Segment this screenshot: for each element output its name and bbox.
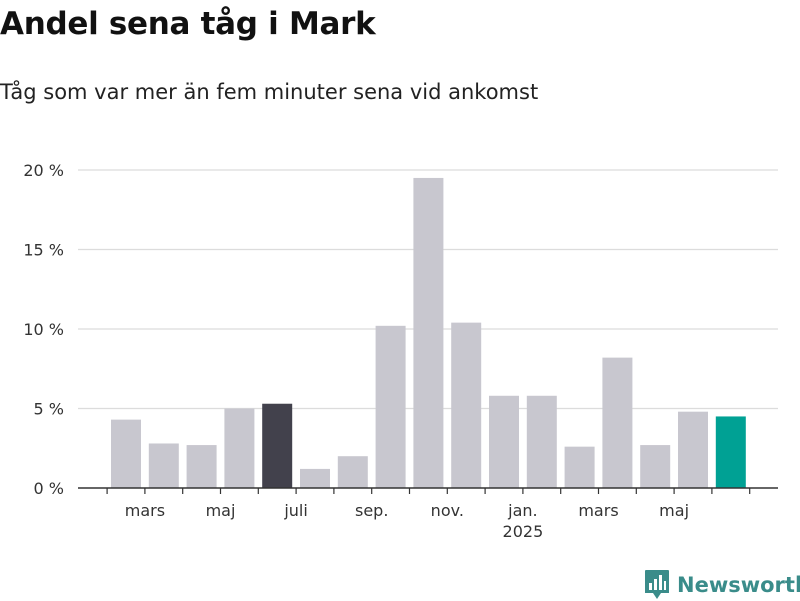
bar-2025-05 — [678, 411, 708, 488]
x-tick-label: juli — [283, 501, 307, 520]
x-tick-label: jan. — [507, 501, 537, 520]
bar-2024-07 — [300, 468, 330, 488]
y-tick-label: 10 % — [23, 320, 64, 339]
y-tick-label: 5 % — [34, 400, 64, 419]
bars — [111, 177, 746, 488]
newsworthy-logo: Newsworthy — [644, 569, 800, 601]
bar-2025-06 — [715, 416, 746, 488]
chart-subtitle: Tåg som var mer än fem minuter sena vid … — [0, 80, 539, 104]
bar-2024-09 — [375, 325, 406, 488]
bar-2024-06 — [262, 403, 293, 488]
chart-title: Andel sena tåg i Mark — [0, 6, 376, 42]
bar-2024-10 — [413, 177, 444, 488]
x-tick-label: maj — [206, 501, 236, 520]
y-axis-labels: 0 % 5 % 10 % 15 % 20 % — [23, 161, 64, 498]
bar-2024-03 — [148, 443, 179, 488]
bar-2024-02 — [111, 419, 141, 488]
x-tick-label: maj — [659, 501, 689, 520]
brand-name: Newsworthy — [677, 573, 800, 597]
x-tick-label: nov. — [431, 501, 464, 520]
x-tick-label: mars — [125, 501, 165, 520]
bar-2024-05 — [224, 408, 255, 488]
y-tick-label: 15 % — [23, 241, 64, 260]
x-axis: mars maj juli sep. nov. jan. 2025 mars maj — [78, 487, 778, 541]
x-tick-label: mars — [578, 501, 618, 520]
bar-2024-08 — [337, 456, 368, 488]
bar-2024-11 — [451, 322, 482, 488]
bar-2025-03 — [602, 357, 633, 488]
bar-2025-04 — [640, 445, 671, 488]
y-tick-label: 20 % — [23, 161, 64, 180]
bar-2025-02 — [564, 446, 595, 488]
y-tick-label: 0 % — [34, 479, 64, 498]
bar-2024-04 — [186, 445, 217, 488]
newsworthy-bar-chart-icon — [645, 570, 669, 599]
bar-2025-01 — [526, 395, 557, 488]
bar-2024-12 — [489, 395, 519, 488]
x-tick-label: sep. — [355, 501, 388, 520]
x-tick-year-label: 2025 — [503, 522, 544, 541]
